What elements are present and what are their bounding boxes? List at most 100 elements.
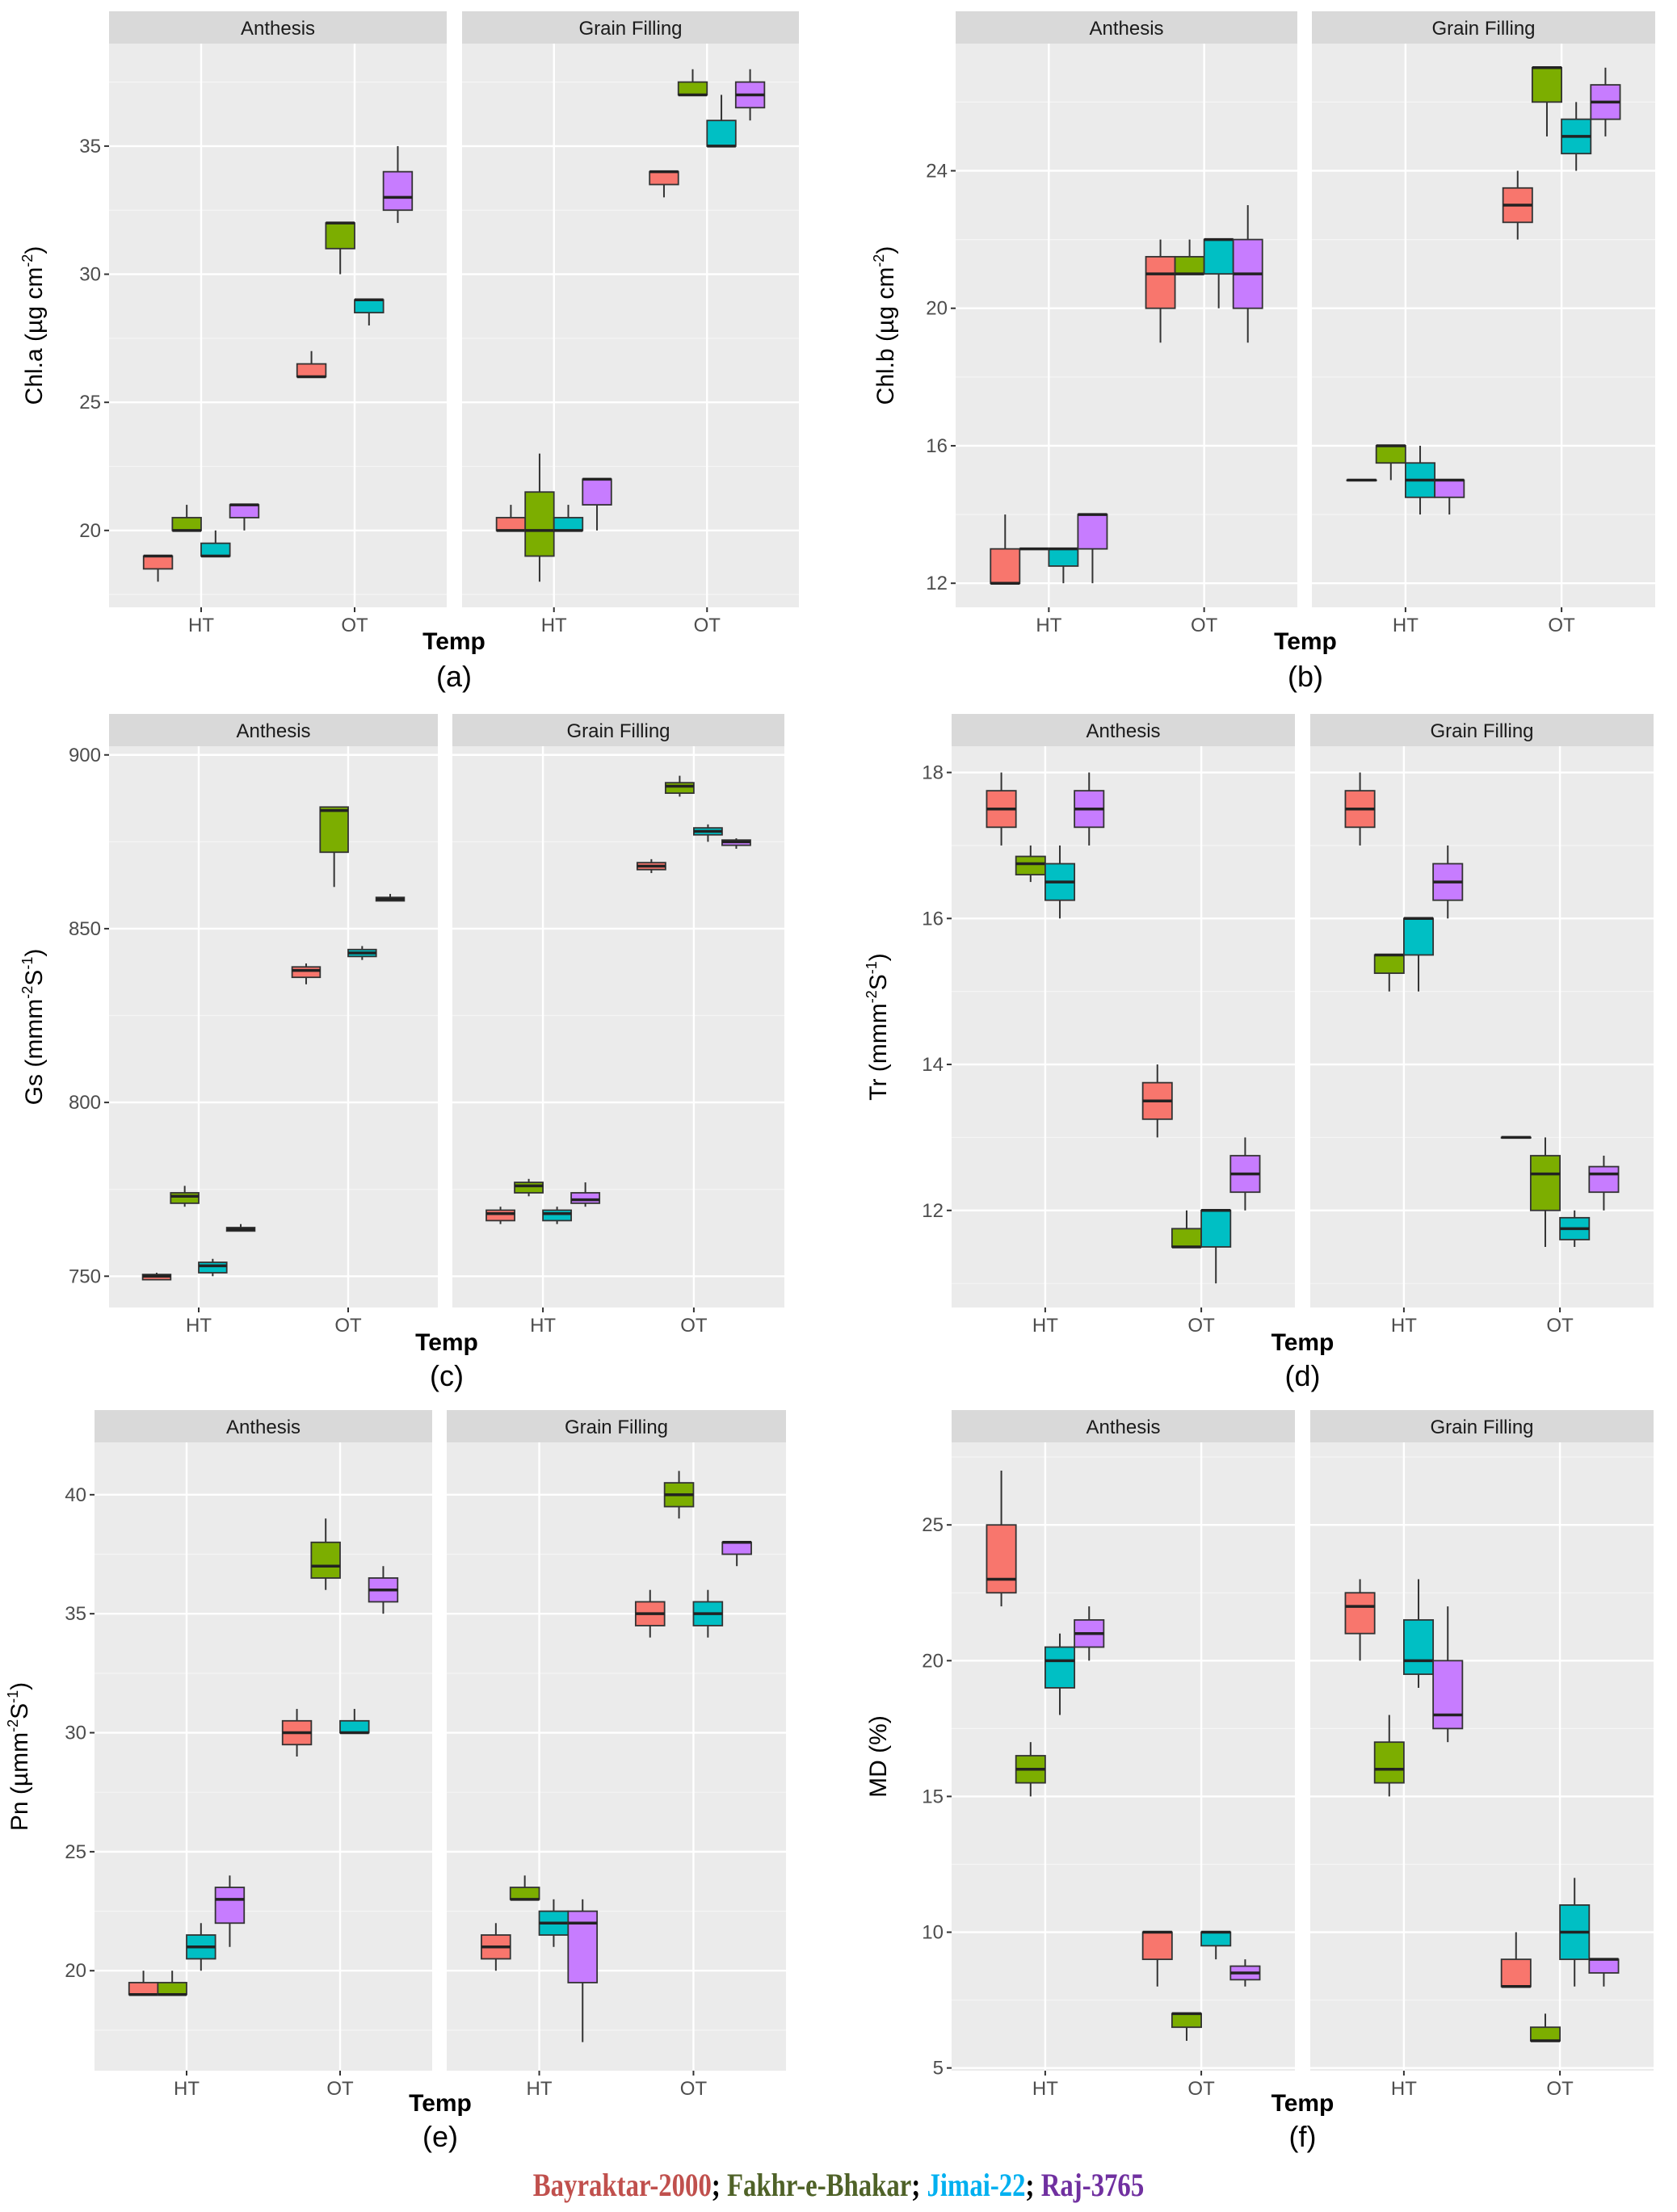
x-axis-title: Temp [422, 628, 485, 655]
box-fakhr-e-bhakar [1174, 239, 1205, 275]
box-bayraktar-2000 [986, 1470, 1017, 1607]
box-jimai-22 [1200, 1209, 1232, 1284]
panel-label: (c) [430, 1359, 464, 1392]
box-iqr [1529, 1155, 1561, 1211]
variety-legend: Bayraktar-2000; Fakhr-e-Bhakar; Jimai-22… [151, 2166, 1526, 2204]
box-jimai-22 [706, 94, 737, 148]
box-fakhr-e-bhakar [663, 1471, 695, 1519]
box-jimai-22 [1403, 917, 1435, 992]
panel-a: Anthesis HT OT Grain Filling HT OT 20 25 30 35 Chl… [19, 11, 799, 693]
facet-title: Grain Filling [1431, 18, 1535, 40]
box-iqr [990, 548, 1021, 585]
y-tick-label: 20 [922, 1650, 944, 1672]
box-iqr [170, 1192, 200, 1204]
legend-raj: Raj-3765 [1040, 2167, 1145, 2203]
box-bayraktar-2000 [990, 514, 1021, 585]
box-iqr [1145, 255, 1176, 309]
box-jimai-22 [200, 530, 231, 558]
y-tick-label: 25 [922, 1514, 944, 1536]
box-iqr [721, 1541, 752, 1555]
y-axis-title-superscript: -2 [19, 986, 36, 999]
box-iqr [1531, 66, 1562, 103]
box-iqr [664, 782, 695, 794]
y-axis-title-text: ) [865, 953, 892, 961]
plot-background [1310, 746, 1654, 1307]
box-jimai-22 [1403, 1579, 1435, 1688]
x-tick-label: HT [174, 2078, 200, 2100]
x-tick-label: HT [527, 2078, 553, 2100]
x-tick-label: HT [541, 615, 567, 636]
y-axis-title: Tr (mmm-2S-1) [864, 953, 892, 1101]
box-raj-3765 [1432, 1606, 1464, 1743]
box-iqr [1373, 954, 1405, 974]
box-fakhr-e-bhakar [310, 1518, 341, 1590]
x-tick-label: HT [188, 615, 214, 636]
box-iqr [1434, 479, 1465, 498]
x-tick-label: HT [1032, 1315, 1058, 1337]
plot-background [95, 1442, 432, 2071]
box-iqr [524, 491, 555, 557]
y-axis-title-text: Chl.a (µg cm [21, 267, 48, 405]
box-bayraktar-2000 [128, 1971, 159, 1996]
x-tick-label: OT [680, 1315, 708, 1337]
x-axis-title: Temp [415, 1329, 478, 1356]
x-tick-label: OT [326, 2078, 354, 2100]
box-iqr [706, 120, 737, 147]
y-tick-label: 800 [69, 1092, 101, 1114]
box-jimai-22 [198, 1258, 228, 1277]
facet-title: Grain Filling [578, 18, 682, 40]
y-axis-title: Pn (µmm-2S-1) [5, 1682, 33, 1831]
y-axis-title-superscript: -1 [5, 1690, 21, 1703]
panel-d: Anthesis HT OT Grain Filling HT OT 12 14 16 18 Tr … [864, 714, 1654, 1392]
box-jimai-22 [553, 505, 584, 532]
panel-b: Anthesis HT OT Grain Filling HT OT 12 16 20 24 Chl… [871, 11, 1655, 693]
y-tick-label: 18 [922, 762, 944, 784]
plot-background [1310, 1442, 1654, 2071]
legend-bayraktar: Bayraktar-2000 [532, 2167, 712, 2203]
y-tick-label: 12 [926, 573, 948, 594]
y-axis-title: Gs (mmm-2S-1) [19, 949, 48, 1106]
facet-strip [1312, 11, 1655, 44]
box-raj-3765 [721, 838, 751, 849]
box-iqr [171, 517, 202, 531]
box-iqr [1403, 917, 1435, 956]
y-axis-title-text: Gs (mmm [21, 999, 48, 1106]
box-raj-3765 [382, 145, 414, 224]
facet-title: Grain Filling [1430, 720, 1533, 742]
panel-label: (d) [1285, 1359, 1321, 1392]
legend-jimai: Jimai-22 [927, 2167, 1026, 2203]
box-raj-3765 [1432, 845, 1464, 919]
box-fakhr-e-bhakar [170, 1186, 200, 1207]
box-fakhr-e-bhakar [319, 806, 349, 888]
box-jimai-22 [1044, 1633, 1076, 1715]
y-axis-title-text: Pn (µmm [6, 1732, 33, 1831]
box-jimai-22 [1561, 102, 1592, 171]
box-jimai-22 [339, 1709, 370, 1735]
plot-background [109, 746, 438, 1307]
box-iqr [1200, 1209, 1232, 1248]
y-tick-label: 12 [922, 1200, 944, 1222]
y-tick-label: 24 [926, 160, 948, 182]
box-iqr [157, 1982, 187, 1996]
y-tick-label: 750 [69, 1265, 101, 1287]
box-raj-3765 [1074, 772, 1105, 846]
box-bayraktar-2000 [291, 963, 322, 984]
box-jimai-22 [1044, 845, 1076, 919]
y-tick-label: 20 [926, 298, 948, 320]
plot-background [462, 44, 799, 607]
box-fakhr-e-bhakar [1019, 547, 1050, 551]
legend-separator: ; [711, 2167, 727, 2203]
box-raj-3765 [734, 69, 766, 121]
y-axis-title-text: Tr (mmm [865, 1003, 892, 1101]
x-tick-label: HT [186, 1315, 212, 1337]
facet-title: Anthesis [241, 18, 315, 40]
box-iqr [339, 1719, 370, 1734]
y-axis-title-superscript: -1 [19, 957, 36, 970]
box-bayraktar-2000 [485, 1207, 515, 1224]
box-raj-3765 [1434, 478, 1465, 515]
panel-f: Anthesis HT OT Grain Filling HT OT 5 10 15 20 25 MD… [865, 1410, 1654, 2153]
box-raj-3765 [1077, 513, 1108, 584]
x-axis-title: Temp [1271, 2090, 1334, 2117]
box-fakhr-e-bhakar [1015, 1742, 1046, 1797]
plot-background [109, 44, 447, 607]
